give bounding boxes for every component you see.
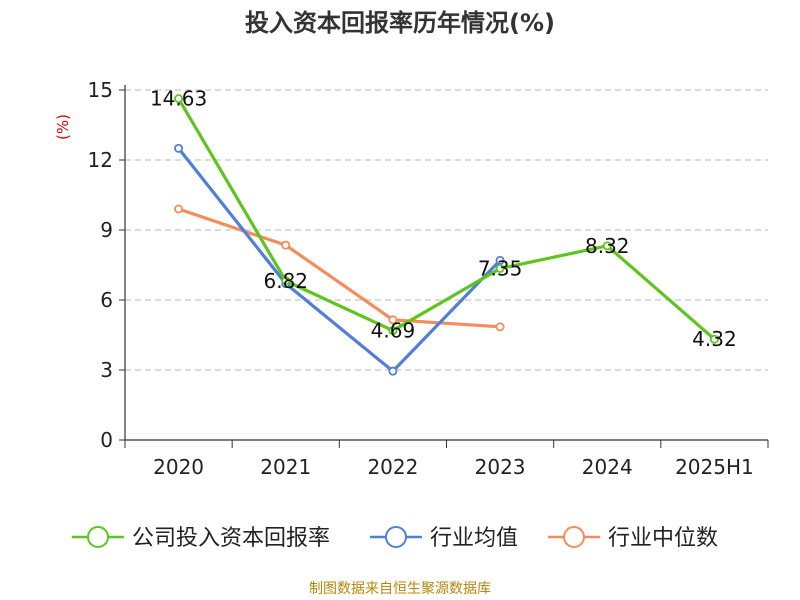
data-point [174,143,184,153]
legend-label: 行业中位数 [608,526,718,551]
x-tick-label: 2022 [367,455,418,479]
data-point [174,94,184,104]
x-tick-label: 2024 [582,455,633,479]
legend-swatch-marker [385,526,407,548]
x-tick-label: 2021 [260,455,311,479]
data-point [388,315,398,325]
y-axis-unit-label: (%) [54,114,72,140]
legend-item-0: 公司投入资本回报率 [72,526,330,551]
data-labels: 14.63 6.82 4.69 7.35 8.32 4.32 [150,87,737,352]
x-tick-label: 2023 [475,455,526,479]
grid-lines [125,89,768,371]
series-0 [174,94,719,344]
legend-swatch-marker [563,526,585,548]
series-line [177,97,716,341]
data-label: 8.32 [585,234,630,258]
y-tick-label: 0 [100,428,113,452]
data-label: 7.35 [478,257,523,281]
data-point [388,366,398,376]
data-label: 4.69 [371,319,416,343]
source-note: 制图数据来自恒生聚源数据库 [309,581,491,597]
data-point [281,276,291,286]
data-point [709,334,719,344]
data-label: 14.63 [150,87,207,111]
chart-title: 投入资本回报率历年情况(%) [245,9,555,37]
legend: 公司投入资本回报率 行业均值 行业中位数 [72,526,718,551]
data-point [602,241,612,251]
y-tick-label: 6 [100,288,113,312]
legend-label: 行业均值 [430,526,518,551]
data-point [495,263,505,273]
series-line [178,207,501,329]
data-point [174,204,184,214]
data-label: 4.32 [692,327,737,351]
legend-swatch-marker [87,526,109,548]
y-tick-label: 3 [100,358,113,382]
series-lines [174,94,719,376]
data-point [495,255,505,265]
x-tick-label: 2020 [153,455,204,479]
legend-label: 公司投入资本回报率 [132,526,330,551]
data-label: 6.82 [263,269,308,293]
legend-item-1: 行业均值 [370,526,518,551]
x-tick-label: 2025H1 [675,455,754,479]
axes: 0 3 6 9 12 15 2020 2021 2022 2023 2024 2025H1 [88,78,769,479]
data-point [281,240,291,250]
data-point [495,322,505,332]
y-tick-label: 15 [88,78,113,102]
data-point [388,326,398,336]
y-tick-label: 12 [88,148,113,172]
y-tick-label: 9 [100,218,113,242]
legend-item-2: 行业中位数 [548,526,718,551]
series-2 [174,204,505,332]
series-line [177,147,502,373]
